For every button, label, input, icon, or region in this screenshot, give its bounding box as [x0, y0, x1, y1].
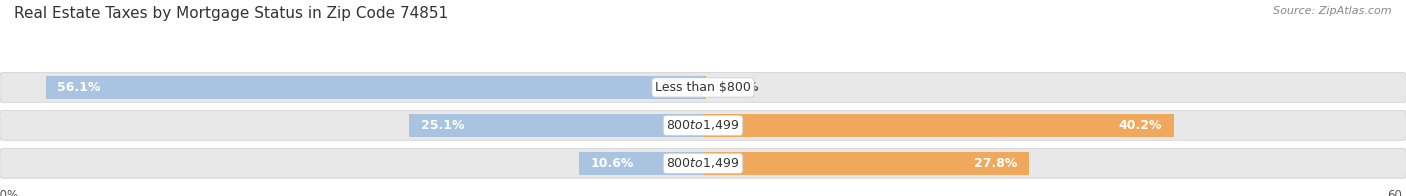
Text: Less than $800: Less than $800 — [655, 81, 751, 94]
Text: 40.2%: 40.2% — [1119, 119, 1163, 132]
FancyBboxPatch shape — [0, 73, 1406, 102]
FancyBboxPatch shape — [0, 111, 1406, 140]
Bar — [45, 76, 703, 99]
Text: 0.25%: 0.25% — [716, 81, 759, 94]
Bar — [703, 152, 1029, 175]
Text: $800 to $1,499: $800 to $1,499 — [666, 118, 740, 132]
Text: $800 to $1,499: $800 to $1,499 — [666, 156, 740, 170]
Text: 56.1%: 56.1% — [58, 81, 101, 94]
Text: 27.8%: 27.8% — [973, 157, 1017, 170]
Text: Source: ZipAtlas.com: Source: ZipAtlas.com — [1274, 6, 1392, 16]
Bar — [579, 152, 703, 175]
Bar — [703, 114, 1174, 137]
Text: Real Estate Taxes by Mortgage Status in Zip Code 74851: Real Estate Taxes by Mortgage Status in … — [14, 6, 449, 21]
Bar — [409, 114, 703, 137]
Bar — [703, 76, 706, 99]
Text: 10.6%: 10.6% — [591, 157, 634, 170]
FancyBboxPatch shape — [0, 149, 1406, 178]
Text: 25.1%: 25.1% — [420, 119, 464, 132]
